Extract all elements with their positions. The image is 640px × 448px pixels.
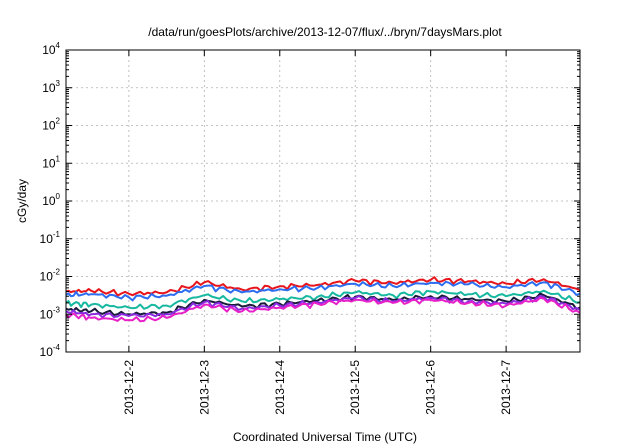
x-tick-label: 2013-12-4 bbox=[273, 360, 287, 415]
x-tick-label: 2013-12-2 bbox=[122, 360, 136, 415]
series-line bbox=[65, 296, 581, 323]
x-axis-label: Coordinated Universal Time (UTC) bbox=[233, 430, 417, 444]
y-tick-label: 102 bbox=[42, 117, 60, 133]
y-axis-label: cGy/day bbox=[15, 179, 29, 223]
y-tick-label: 10-3 bbox=[40, 305, 61, 321]
x-axis: 2013-12-2 2013-12-3 2013-12-4 2013-12-5 2013… bbox=[122, 50, 513, 415]
y-tick-label: 100 bbox=[42, 192, 60, 208]
series-line bbox=[65, 280, 581, 302]
y-tick-label: 101 bbox=[42, 154, 60, 170]
x-tick-label: 2013-12-5 bbox=[348, 360, 362, 415]
series-line bbox=[65, 294, 581, 319]
y-tick-label: 10-4 bbox=[40, 343, 61, 359]
series-line bbox=[65, 276, 581, 297]
y-tick-label: 103 bbox=[42, 79, 60, 95]
chart-title: /data/run/goesPlots/archive/2013-12-07/f… bbox=[148, 25, 502, 39]
series-lines bbox=[65, 276, 581, 323]
y-tick-label: 10-2 bbox=[40, 268, 61, 284]
y-tick-label: 104 bbox=[42, 41, 60, 57]
grid bbox=[66, 50, 580, 352]
series-line bbox=[65, 289, 581, 310]
x-tick-label: 2013-12-6 bbox=[424, 360, 438, 415]
y-tick-label: 10-1 bbox=[40, 230, 61, 246]
x-tick-label: 2013-12-7 bbox=[499, 360, 513, 415]
y-axis: 10-4 10-3 10-2 10-1 100 101 102 103 104 bbox=[40, 41, 580, 359]
x-tick-label: 2013-12-3 bbox=[197, 360, 211, 415]
plot-area bbox=[65, 49, 581, 353]
